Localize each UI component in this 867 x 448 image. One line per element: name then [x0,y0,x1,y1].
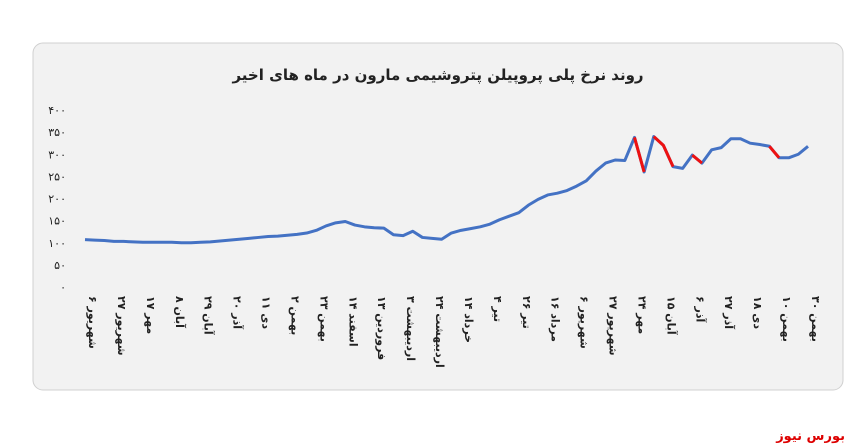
x-tick-label: ۳ اردیبهشت [404,296,417,361]
x-tick-label: ۱۳ فروردین [375,296,388,360]
x-tick-label: ۲۰ آذر [231,296,245,329]
x-tick-label: ۲۶ تیر [520,296,533,329]
x-tick-label: ۱۸ دی [751,296,764,329]
y-tick-label: ۰ [60,281,66,294]
x-tick-label: ۱۴ اسفند [346,296,359,347]
highlight-segment [768,145,781,159]
x-tick-label: ۲۷ شهریور [115,296,128,356]
x-tick-label: ۱۶ مرداد [549,296,562,342]
x-tick-label: ۲ بهمن [288,296,301,335]
x-tick-label: ۱۰ بهمن [780,296,793,342]
y-tick-label: ۳۰۰ [48,148,66,161]
x-tick-label: ۱۱ دی [260,296,273,329]
y-tick-label: ۲۵۰ [48,170,66,183]
y-tick-label: ۳۵۰ [48,126,66,139]
x-tick-label: ۱۴ خرداد [462,296,475,343]
x-tick-label: ۲۳ بهمن [317,296,330,342]
footer-brand: بورس نیوز [775,429,845,444]
chart-frame [32,42,844,391]
line [84,135,809,245]
y-tick-label: ۱۵۰ [48,215,66,228]
y-tick-label: ۱۰۰ [48,237,66,250]
chart-title: روند نرخ پلی پروپیلن پتروشیمی مارون در م… [231,66,643,85]
y-tick-label: ۴۰۰ [48,104,66,117]
y-tick-label: ۵۰ [54,259,66,272]
x-tick-label: ۱۷ مهر [144,296,157,334]
x-tick-label: ۲۷ شهریور [607,296,620,356]
highlight-segment [691,153,703,165]
x-tick-label: ۶ شهریور [86,296,99,349]
x-tick-label: ۳۰ بهمن [809,296,822,342]
x-tick-label: ۲۴ مهر [635,296,648,334]
y-tick-label: ۲۰۰ [48,193,66,206]
x-tick-label: ۶ آذر [693,296,707,323]
x-tick-label: ۲۴ اردیبهشت [433,296,446,368]
x-tick-label: ۸ آبان [173,296,187,328]
highlight-segment [652,135,675,168]
x-tick-label: ۲۷ آذر [722,296,736,329]
x-tick-label: ۲۹ آبان [202,296,216,335]
x-tick-label: ۱۵ آبان [664,296,678,335]
x-tick-label: ۶ شهریور [578,296,591,349]
highlight-segment [633,137,646,173]
x-tick-label: ۴ تیر [491,296,504,322]
